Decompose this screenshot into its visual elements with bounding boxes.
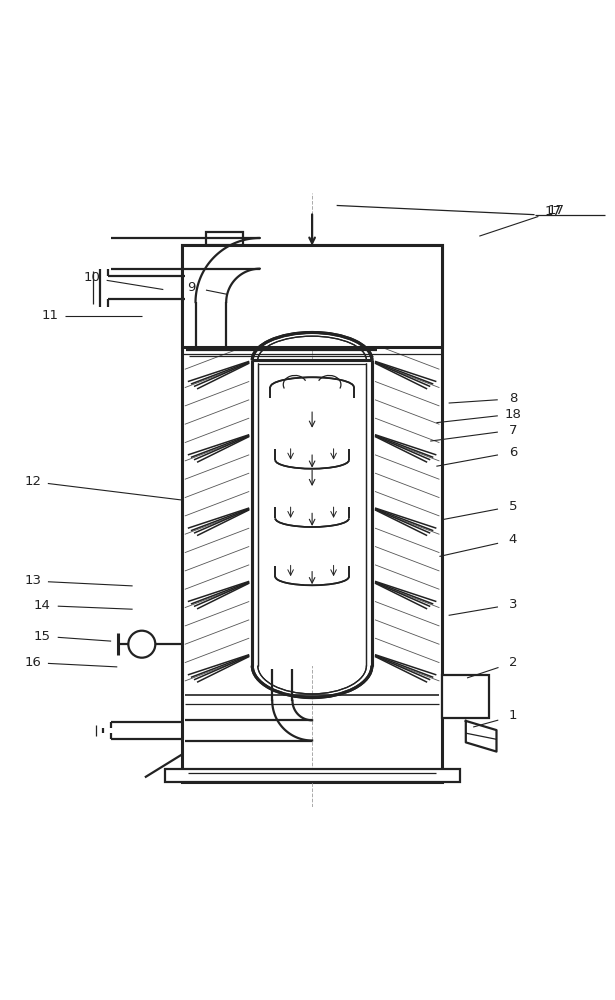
Text: 13: 13 [24, 574, 41, 587]
Text: 2: 2 [509, 656, 517, 669]
Bar [181, 245, 443, 347]
Text: 5: 5 [509, 500, 517, 513]
Text: 1: 1 [509, 709, 517, 722]
Text: 6: 6 [509, 446, 517, 459]
Text: 14: 14 [34, 599, 51, 612]
Text: 17: 17 [547, 204, 565, 217]
Text: 15: 15 [34, 630, 51, 643]
FancyBboxPatch shape [253, 360, 371, 666]
Text: 12: 12 [24, 475, 41, 488]
Text: 9: 9 [187, 281, 195, 294]
Bar [165, 769, 459, 782]
Text: 8: 8 [509, 392, 517, 405]
Bar [443, 675, 488, 718]
Text: 4: 4 [509, 533, 517, 546]
Bar [181, 245, 443, 782]
Text: 18: 18 [505, 408, 522, 421]
Text: 11: 11 [41, 309, 58, 322]
Text: 16: 16 [24, 656, 41, 669]
Text: 10: 10 [83, 271, 100, 284]
Bar [206, 232, 243, 245]
Text: 3: 3 [509, 598, 517, 611]
Text: 17: 17 [544, 205, 561, 218]
Text: 7: 7 [509, 424, 517, 437]
